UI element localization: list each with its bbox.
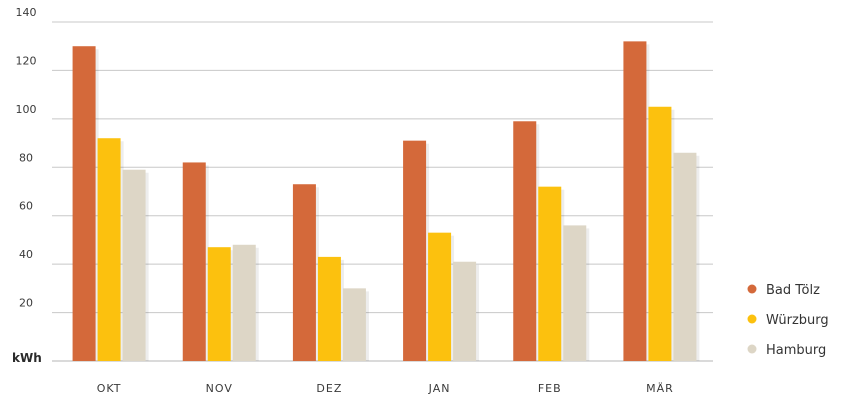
x-category-label: DEZ: [316, 382, 342, 395]
legend-label: Hamburg: [766, 343, 826, 358]
y-tick-label: 20: [19, 297, 33, 310]
bar-w-rzburg-jan: [428, 232, 452, 361]
y-axis-unit-label: kWh: [12, 351, 42, 365]
x-category-label: NOV: [206, 382, 233, 395]
legend-swatch: [747, 314, 757, 324]
x-category-label: OKT: [97, 382, 122, 395]
bar-hamburg-mär: [673, 152, 697, 361]
y-tick-label: 80: [19, 151, 33, 164]
legend-label: Bad Tölz: [766, 283, 820, 298]
bar-hamburg-dez: [342, 288, 366, 361]
legend-swatch: [747, 344, 757, 354]
y-tick-label: 120: [16, 54, 37, 67]
y-tick-label: 140: [16, 6, 37, 19]
bar-hamburg-jan: [453, 261, 477, 361]
bar-bad-t-lz-okt: [72, 46, 96, 361]
y-axis-ticks: 20 40 60 80 100 120 140: [16, 6, 37, 310]
bar-bad-t-lz-mär: [623, 41, 647, 361]
y-tick-label: 40: [19, 248, 33, 261]
bar-bad-t-lz-feb: [513, 121, 537, 362]
bars: [72, 41, 697, 362]
bar-bad-t-lz-jan: [403, 140, 427, 361]
bar-hamburg-nov: [232, 244, 256, 361]
bar-w-rzburg-dez: [317, 256, 341, 361]
x-category-label: FEB: [538, 382, 562, 395]
y-tick-label: 100: [16, 103, 37, 116]
legend-swatch: [747, 284, 757, 294]
bar-w-rzburg-feb: [538, 186, 562, 361]
legend: Bad Tölz Würzburg Hamburg: [747, 283, 829, 358]
bar-w-rzburg-mär: [648, 106, 672, 361]
bar-w-rzburg-nov: [207, 247, 231, 361]
x-category-label: JAN: [428, 382, 451, 395]
bar-bad-t-lz-dez: [292, 184, 316, 361]
y-tick-label: 60: [19, 200, 33, 213]
bar-bad-t-lz-nov: [182, 162, 206, 361]
bar-hamburg-okt: [122, 169, 146, 361]
x-axis-categories: OKT NOV DEZ JAN FEB MÄR: [97, 382, 674, 395]
x-category-label: MÄR: [646, 382, 674, 395]
legend-label: Würzburg: [766, 313, 829, 328]
bar-w-rzburg-okt: [97, 138, 121, 361]
bar-hamburg-feb: [563, 225, 587, 361]
bar-shadows: [75, 44, 700, 362]
gridlines: [52, 21, 713, 362]
